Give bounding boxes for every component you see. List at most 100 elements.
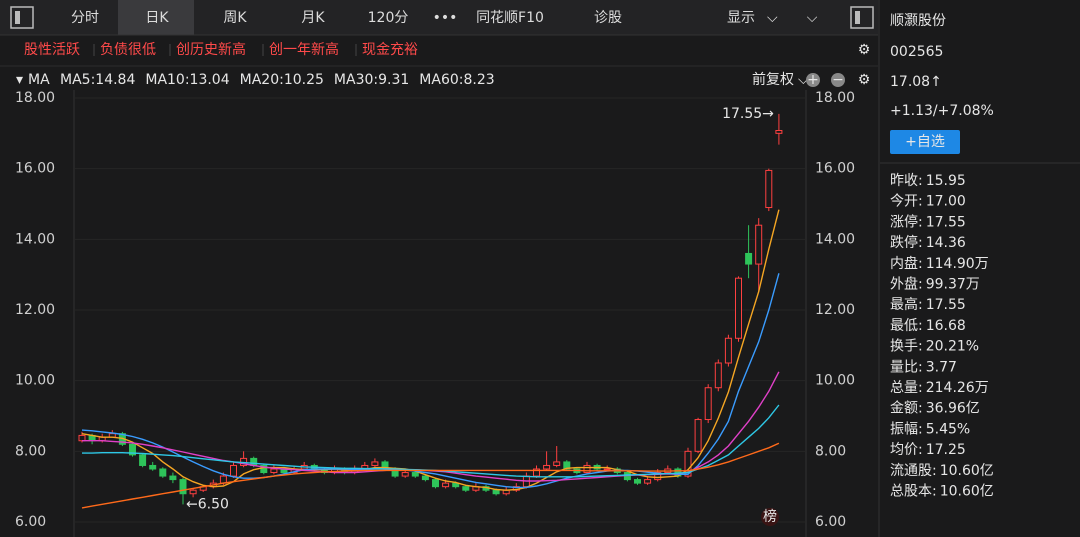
toolbar-item[interactable]: ⌵ — [807, 10, 818, 26]
tab[interactable]: ••• — [433, 10, 458, 26]
tab[interactable]: 日K — [145, 10, 169, 26]
stat-value: 3.77 — [926, 359, 957, 375]
stat-value: 17.25 — [926, 442, 966, 458]
candle-body — [694, 419, 702, 452]
candle-body — [724, 337, 732, 364]
zoom-out[interactable] — [831, 73, 845, 87]
y-tick-label: 18.00 — [15, 90, 55, 106]
ma-line — [81, 209, 780, 491]
stat-value: 10.60亿 — [940, 484, 994, 500]
candle-body — [684, 450, 692, 477]
tag[interactable]: 创一年新高 — [269, 41, 339, 58]
stat-value: 20.21% — [926, 339, 979, 355]
legend-entry: MA5:14.84 — [60, 72, 135, 88]
tag[interactable]: 负债很低 — [100, 42, 156, 58]
low-annotation: ←6.50 — [186, 496, 229, 512]
candle-body — [179, 479, 187, 495]
candle-body — [775, 130, 783, 134]
candle-body — [492, 489, 500, 495]
legend-entry: MA60:8.23 — [419, 72, 494, 88]
tab[interactable]: 分时 — [71, 10, 99, 26]
candle-body — [219, 475, 227, 484]
stat-value: 17.55 — [926, 214, 966, 230]
stat-value: 36.96亿 — [926, 401, 980, 417]
candle-body — [603, 468, 611, 471]
legend-entry: MA20:10.25 — [240, 72, 324, 88]
candle-body — [543, 464, 551, 470]
y-tick-label-right: 16.00 — [815, 161, 855, 177]
y-tick-label: 10.00 — [15, 373, 55, 389]
y-tick-label-right: 18.00 — [815, 90, 855, 106]
candle-body — [371, 461, 379, 466]
tab[interactable]: 同花顺F10 — [476, 10, 544, 26]
candle-body — [745, 252, 753, 265]
candle-body — [230, 464, 237, 477]
zoom-out-icon: − — [832, 72, 844, 88]
candle-body — [159, 468, 167, 477]
legend-entry: MA10:13.04 — [145, 72, 229, 88]
stat-label: 量比: — [890, 359, 923, 375]
stat-value: 5.45% — [926, 421, 970, 437]
sidebar-toggle[interactable] — [10, 6, 34, 29]
badge-bg — [761, 508, 779, 526]
tab[interactable]: 周K — [223, 10, 247, 26]
panel-toggle[interactable] — [850, 6, 874, 29]
stat-label: 流通股: — [890, 463, 937, 479]
candle-body — [704, 387, 712, 421]
candle-body — [260, 464, 268, 474]
watchlist-button-label[interactable]: +自选 — [905, 134, 945, 150]
stat-value: 14.36 — [926, 235, 966, 251]
stat-label: 内盘: — [890, 255, 923, 272]
stat-value: 214.26万 — [926, 380, 989, 396]
stat-label: 振幅: — [890, 421, 923, 437]
tag[interactable]: 创历史新高 — [176, 41, 246, 58]
candle-body — [553, 461, 561, 466]
active-tab-bg — [118, 0, 194, 35]
stat-label: 换手: — [890, 338, 923, 355]
stat-label: 涨停: — [890, 213, 923, 230]
candle-body — [765, 169, 773, 209]
dropdown-arrow: ⌵ — [767, 10, 778, 26]
candle-body — [442, 482, 450, 488]
candle-body — [270, 468, 278, 474]
stat-value: 15.95 — [926, 173, 966, 189]
candle-body — [755, 224, 763, 265]
candle-body — [714, 362, 722, 389]
stock-change: +1.13/+7.08% — [890, 103, 994, 119]
candle-body — [129, 443, 136, 456]
y-tick-label-right: 6.00 — [815, 514, 846, 530]
stat-label: 金额: — [890, 401, 923, 417]
high-annotation: 17.55→ — [722, 106, 774, 122]
stat-label: 跌停: — [890, 234, 923, 251]
panel-toggle-bar — [855, 11, 860, 24]
settings[interactable]: ⚙ — [858, 72, 871, 88]
ma-title: MA — [28, 72, 50, 88]
stat-value: 17.55 — [926, 297, 966, 313]
y-tick-label: 6.00 — [15, 514, 46, 530]
stat-label: 总量: — [890, 380, 923, 396]
zoom-in[interactable] — [806, 73, 820, 87]
stock-code: 002565 — [890, 44, 943, 60]
adjust-mode[interactable]: 前复权 — [752, 71, 794, 88]
badge[interactable]: 榜 — [763, 508, 777, 525]
zoom-in-icon: + — [807, 72, 819, 88]
candle-body — [644, 479, 652, 484]
tab[interactable]: 120分 — [368, 10, 409, 26]
watchlist-button[interactable] — [890, 130, 960, 154]
tab[interactable]: 月K — [301, 10, 325, 26]
candle-body — [401, 472, 409, 477]
tab[interactable]: 诊股 — [594, 10, 622, 26]
stat-value: 99.37万 — [926, 277, 980, 293]
tag[interactable]: 现金充裕 — [362, 42, 418, 58]
tag-settings[interactable]: ⚙ — [858, 42, 871, 58]
stat-label: 均价: — [890, 442, 923, 458]
candle-body — [78, 434, 86, 442]
adjust-arrow: ⌵ — [798, 72, 809, 88]
stock-price: 17.08↑ — [890, 74, 942, 90]
tag[interactable]: 股性活跃 — [24, 42, 80, 58]
sidebar-toggle-bar — [15, 11, 20, 24]
toolbar-item[interactable]: 显示 — [727, 10, 755, 26]
stat-label: 昨收: — [890, 173, 923, 189]
stat-value: 114.90万 — [926, 256, 989, 272]
